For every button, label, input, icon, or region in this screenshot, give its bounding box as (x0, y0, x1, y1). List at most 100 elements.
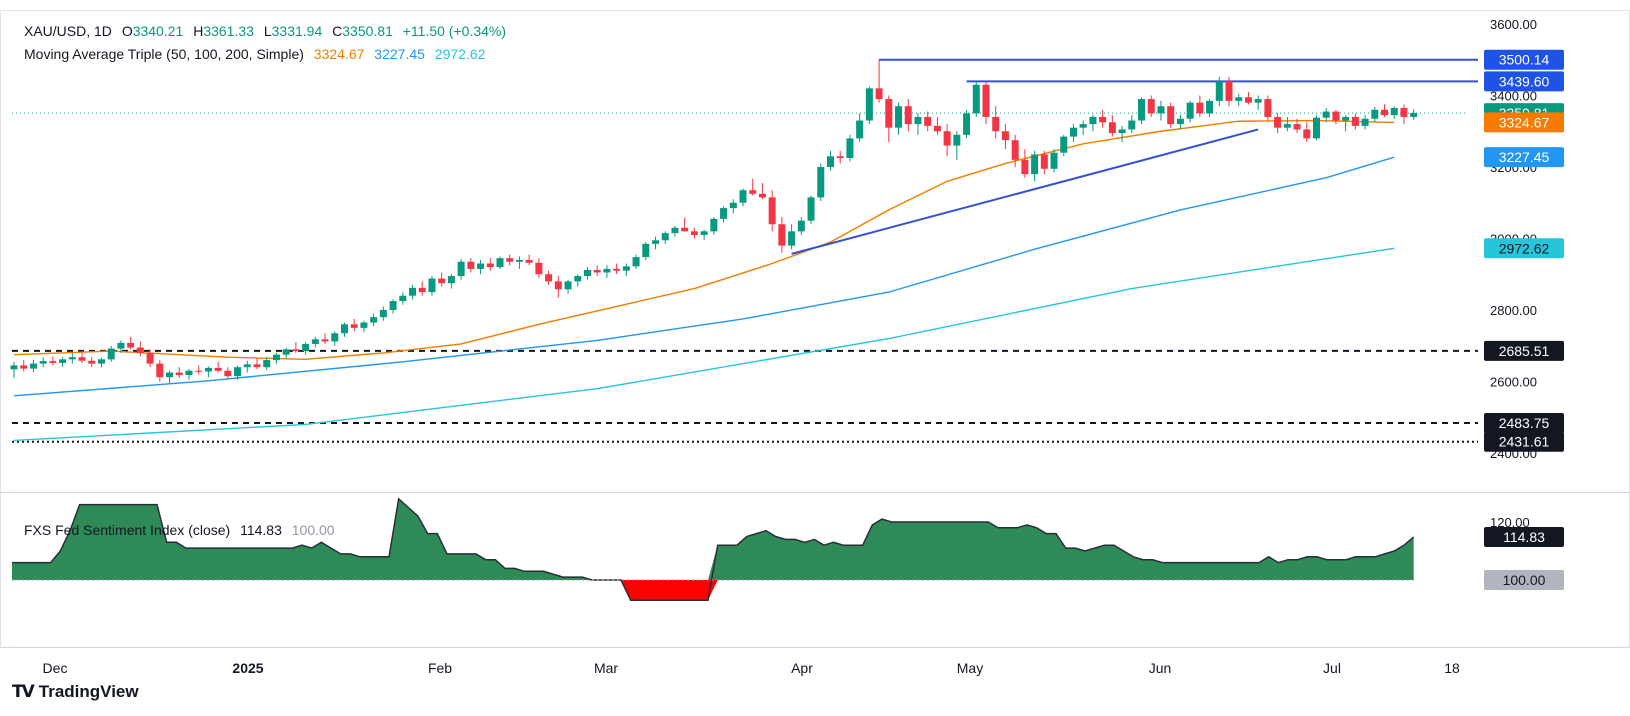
candle-body-30 (302, 343, 310, 352)
x-tick-label: Jun (1149, 660, 1172, 676)
candle-body-8 (88, 360, 96, 364)
candle-body-22 (224, 370, 232, 377)
candle-body-62 (613, 268, 621, 271)
candle-body-38 (379, 310, 387, 318)
candle-body-95 (933, 125, 941, 132)
x-tick-label: Feb (428, 660, 452, 676)
open-label: O (121, 23, 133, 39)
candle-body-142 (1390, 108, 1398, 116)
price-axis-labels: 3500.143439.602685.512483.752431.613350.… (1484, 49, 1564, 590)
candle-body-98 (963, 113, 971, 135)
candle-body-59 (583, 269, 591, 277)
ma-line-200 (13, 247, 1395, 442)
candle-body-54 (535, 262, 543, 275)
candle-body-126 (1235, 97, 1243, 101)
candle-body-84 (826, 156, 834, 167)
tradingview-logo-icon: 𝗧𝗩 (12, 682, 35, 701)
candle-body-49 (486, 263, 494, 268)
candle-body-35 (350, 324, 358, 328)
candle-body-14 (146, 352, 154, 364)
candle-body-44 (438, 278, 446, 284)
candle-body-9 (97, 359, 105, 364)
candle-body-25 (253, 364, 261, 368)
ohlc-legend: XAU/USD, 1D O3340.21 H3361.33 L3331.94 C… (24, 23, 506, 39)
candle-body-31 (311, 339, 319, 344)
candle-body-45 (447, 276, 455, 284)
candle-body-66 (652, 240, 660, 244)
price-label-2-text: 3227.45 (1499, 149, 1550, 165)
candle-body-108 (1060, 136, 1068, 153)
candle-body-134 (1312, 117, 1320, 139)
candle-body-50 (496, 258, 504, 268)
candle-body-83 (817, 167, 825, 198)
indicator-legend[interactable]: FXS Fed Sentiment Index (close) 114.83 1… (24, 522, 335, 538)
candle-body-20 (204, 367, 212, 372)
candle-body-58 (574, 276, 582, 282)
y-tick-label: 2600.00 (1490, 375, 1537, 390)
x-tick-label: Mar (594, 660, 618, 676)
x-tick-label: 2025 (232, 660, 263, 676)
candle-body-5 (59, 359, 67, 363)
candle-body-18 (185, 370, 193, 376)
candle-body-47 (467, 261, 475, 269)
candle-body-101 (992, 116, 1000, 132)
candle-body-68 (671, 227, 679, 234)
candle-body-123 (1206, 100, 1214, 114)
candle-body-60 (593, 269, 601, 273)
sentiment-label-1-bg (1484, 570, 1564, 590)
candle-body-135 (1322, 111, 1330, 118)
candle-body-128 (1254, 99, 1262, 103)
tradingview-logo[interactable]: 𝗧𝗩 TradingView (12, 682, 139, 702)
ma50-value: 3324.67 (313, 46, 365, 62)
candle-body-75 (739, 190, 747, 203)
candle-body-12 (127, 342, 135, 348)
horizontal-levels (12, 58, 1478, 443)
candle-body-48 (477, 263, 485, 269)
candle-body-17 (175, 372, 183, 376)
candle-body-81 (797, 220, 805, 232)
candle-body-52 (515, 259, 523, 262)
candle-body-90 (885, 99, 893, 128)
candle-body-39 (389, 301, 397, 310)
candle-body-111 (1089, 116, 1097, 125)
candle-body-109 (1069, 127, 1077, 137)
candle-body-94 (924, 116, 932, 126)
tradingview-wordmark: TradingView (38, 682, 139, 701)
indicator-value: 114.83 (240, 522, 282, 538)
candle-body-86 (846, 138, 854, 159)
candle-body-19 (195, 370, 203, 372)
candle-body-28 (282, 349, 290, 355)
candle-body-97 (953, 134, 961, 146)
candle-body-132 (1293, 124, 1301, 130)
low-label: L (263, 23, 272, 39)
indicator-base-value: 100.00 (291, 522, 335, 538)
low-value: 3331.94 (271, 23, 323, 39)
level-label-0-bg (1484, 49, 1564, 70)
candle-body-102 (1001, 131, 1009, 141)
candle-body-57 (564, 281, 572, 290)
candle-body-121 (1186, 102, 1194, 119)
sentiment-label-1-text: 100.00 (1503, 572, 1546, 588)
level-label-0-text: 3500.14 (1499, 52, 1550, 68)
ma-legend[interactable]: Moving Average Triple (50, 100, 200, Sim… (24, 46, 485, 62)
sentiment-y-tick-label: 120.00 (1490, 515, 1530, 530)
candle-body-74 (729, 202, 737, 209)
candle-body-71 (700, 231, 708, 235)
candle-body-72 (710, 218, 718, 232)
sentiment-fill-positive (12, 498, 1414, 580)
y-tick-label: 3400.00 (1490, 89, 1537, 104)
candle-body-115 (1128, 120, 1136, 130)
candle-body-129 (1264, 99, 1272, 117)
candle-body-51 (506, 258, 514, 262)
candle-body-77 (758, 193, 766, 198)
support-trendline (791, 128, 1259, 255)
candle-body-140 (1371, 109, 1379, 119)
candle-body-3 (39, 361, 47, 364)
price-label-3-text: 2972.62 (1499, 240, 1550, 256)
candle-body-10 (107, 348, 115, 360)
price-label-1-bg (1484, 112, 1564, 133)
candle-body-36 (360, 322, 368, 328)
candle-body-139 (1361, 118, 1369, 126)
level-label-3-bg (1484, 413, 1564, 434)
